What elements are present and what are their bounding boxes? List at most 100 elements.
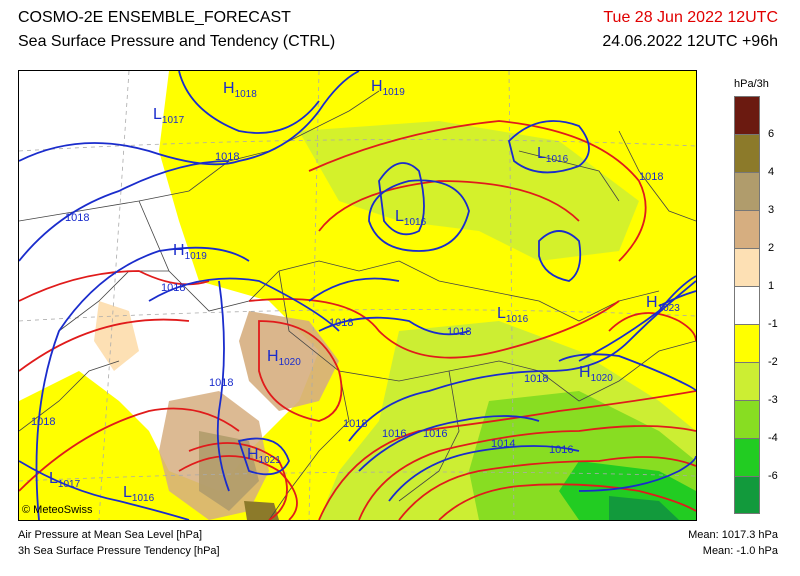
tendency-minus3-area-north: [299, 121, 639, 261]
isobar-label: 1018: [215, 151, 239, 163]
tendency-line: [188, 442, 288, 520]
tendency-line: [308, 120, 647, 262]
pressure-center: H1019: [173, 242, 207, 262]
legend-swatch: [734, 286, 760, 324]
pressure-center: H1020: [579, 364, 613, 384]
isobar: [178, 71, 320, 134]
isobar-label: 1018: [161, 282, 185, 294]
pressure-centres: H1018 H1019 L1017 L1016 L1016 H1019 L101…: [49, 78, 680, 504]
isobar-label: 1018: [343, 418, 367, 430]
run-time: 24.06.2022 12UTC +96h: [602, 33, 778, 50]
isobar: [148, 277, 340, 332]
legend-unit: hPa/3h: [734, 78, 769, 90]
legend-label: 3: [768, 204, 775, 216]
isobar: [658, 290, 696, 307]
isobar: [237, 437, 290, 476]
isobar: [358, 415, 540, 472]
isobar-label: 1018: [524, 373, 548, 385]
tendency-line: [438, 483, 696, 520]
legend-label: 6: [768, 128, 775, 140]
isobar: [35, 246, 250, 520]
title-line-1: COSMO-2E ENSEMBLE_FORECAST: [18, 9, 291, 26]
pressure-center: H1020: [267, 348, 301, 368]
legend-swatch: [734, 476, 760, 514]
pressure-center: H1021: [247, 446, 281, 466]
legend-label: 4: [768, 166, 775, 178]
isobar: [348, 280, 696, 442]
pressure-center: L1016: [395, 208, 427, 228]
isobar: [558, 353, 696, 392]
footer-tendency-label: 3h Sea Surface Pressure Tendency [hPa]: [18, 545, 220, 557]
tendency-plus1-area: [94, 301, 139, 371]
legend-label: 2: [768, 242, 775, 254]
isobar-label: 1016: [382, 428, 406, 440]
legend-swatch: [734, 96, 760, 134]
tendency-line: [19, 318, 190, 372]
tendency-line: [19, 407, 240, 492]
legend-label: 1: [768, 280, 775, 292]
pressure-map: 1018 1018 1018 1018 1018 1018 1018 1018 …: [19, 71, 696, 520]
mean-pressure: Mean: 1017.3 hPa: [688, 529, 778, 541]
legend-label: -6: [768, 470, 778, 482]
legend-swatch: [734, 400, 760, 438]
pressure-center: L1017: [49, 470, 81, 490]
tendency-plus4-area: [244, 501, 279, 520]
isobar-label: 1018: [209, 377, 233, 389]
tendency-contours: [19, 120, 696, 520]
legend-swatch: [734, 134, 760, 172]
isobars: [19, 71, 696, 520]
isobar: [308, 277, 400, 302]
legend-swatch: [734, 362, 760, 400]
pressure-center: L1016: [123, 484, 155, 504]
footer-pressure-label: Air Pressure at Mean Sea Level [hPa]: [18, 529, 203, 541]
isobar-label: 1016: [549, 444, 573, 456]
isobar: [378, 162, 425, 236]
legend-label: -3: [768, 394, 778, 406]
pressure-center: H1018: [223, 80, 257, 100]
legend-swatch: [734, 248, 760, 286]
tendency-minus2-area-sw: [19, 371, 259, 520]
tendency-strong-fall-area: [609, 496, 679, 520]
isobar-label: 1018: [639, 171, 663, 183]
isobar: [578, 455, 696, 492]
isobar-label: 1016: [423, 428, 447, 440]
legend-swatch: [734, 210, 760, 248]
isobar: [508, 120, 590, 174]
isobar: [578, 275, 696, 362]
isobar: [318, 316, 470, 336]
isobar: [19, 160, 230, 262]
title-line-2: Sea Surface Pressure and Tendency (CTRL): [18, 33, 336, 50]
pressure-center: L1016: [497, 305, 529, 325]
tendency-line: [398, 456, 696, 520]
meteoswiss-credit: © MeteoSwiss: [22, 504, 93, 516]
tendency-line: [318, 390, 696, 520]
pressure-center: L1016: [537, 145, 569, 165]
tendency-line: [358, 425, 696, 520]
pressure-center: L1017: [153, 106, 185, 126]
legend-swatch: [734, 172, 760, 210]
legend-swatch: [734, 324, 760, 362]
isobar: [538, 230, 582, 282]
isobar-labels: 1018 1018 1018 1018 1018 1018 1018 1018 …: [31, 151, 663, 456]
tendency-line: [248, 298, 620, 359]
isobar-label: 1018: [447, 326, 471, 338]
isobar: [19, 71, 360, 166]
mean-tendency: Mean: -1.0 hPa: [702, 545, 778, 557]
isobar: [368, 179, 470, 252]
isobar-label: 1018: [329, 317, 353, 329]
isobar: [216, 280, 230, 492]
legend-label: -1: [768, 318, 778, 330]
pressure-center: H1023: [646, 294, 680, 314]
tendency-line: [318, 180, 580, 232]
tendency-line: [258, 320, 343, 422]
isobar: [19, 460, 190, 520]
isobar-label: 1014: [491, 438, 515, 450]
legend-swatch: [734, 438, 760, 476]
tendency-plus3-area: [199, 431, 259, 511]
legend-label: -4: [768, 432, 778, 444]
isobar-label: 1018: [31, 416, 55, 428]
tendency-line: [178, 455, 298, 520]
isobar: [388, 445, 580, 502]
isobar-label: 1018: [65, 212, 89, 224]
tendency-line: [608, 312, 696, 342]
